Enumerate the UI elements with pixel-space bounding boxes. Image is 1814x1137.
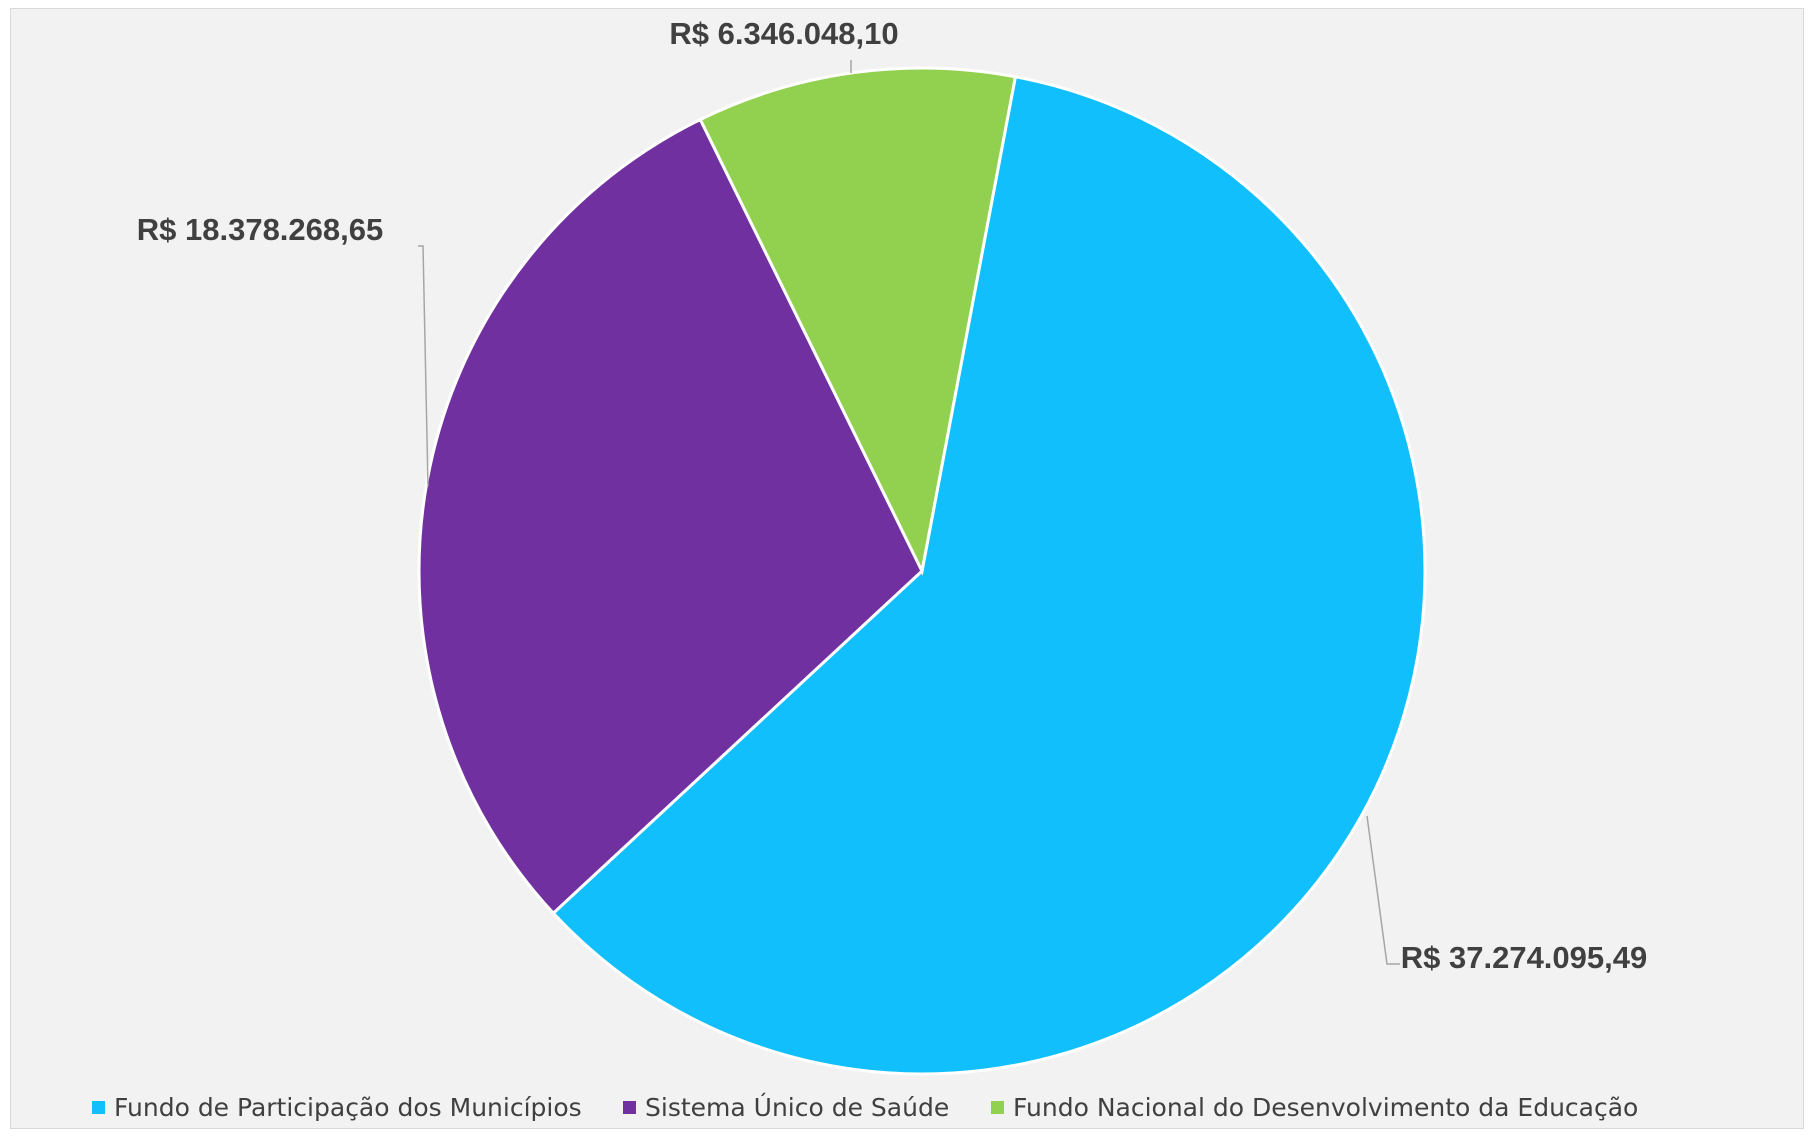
legend-item-sus: Sistema Único de Saúde [623,1093,949,1122]
legend-swatch [991,1100,1004,1114]
legend-label: Sistema Único de Saúde [645,1092,950,1122]
data-label: R$ 6.346.048,10 [669,16,898,51]
pie-slices [417,66,1427,1076]
legend-label: Fundo Nacional do Desenvolvimento da Edu… [1013,1092,1639,1122]
leader-lines [418,60,1400,965]
data-labels: R$ 37.274.095,49 R$ 18.378.268,65 R$ 6.346… [137,16,1648,975]
legend-item-fpm: Fundo de Participação dos Municípios [92,1093,582,1122]
legend: Fundo de Participação dos Municípios Sis… [0,1085,1814,1129]
slice-fpm [551,74,1427,1076]
data-label: R$ 37.274.095,49 [1401,940,1648,975]
legend-swatch [623,1100,636,1114]
legend-item-fnde: Fundo Nacional do Desenvolvimento da Edu… [991,1093,1638,1122]
leader-line [418,245,429,487]
data-label: R$ 18.378.268,65 [137,212,384,247]
slice-fnde [698,66,1018,576]
legend-label: Fundo de Participação dos Municípios [114,1092,582,1122]
legend-swatch [92,1100,105,1114]
leader-line [1366,815,1400,965]
